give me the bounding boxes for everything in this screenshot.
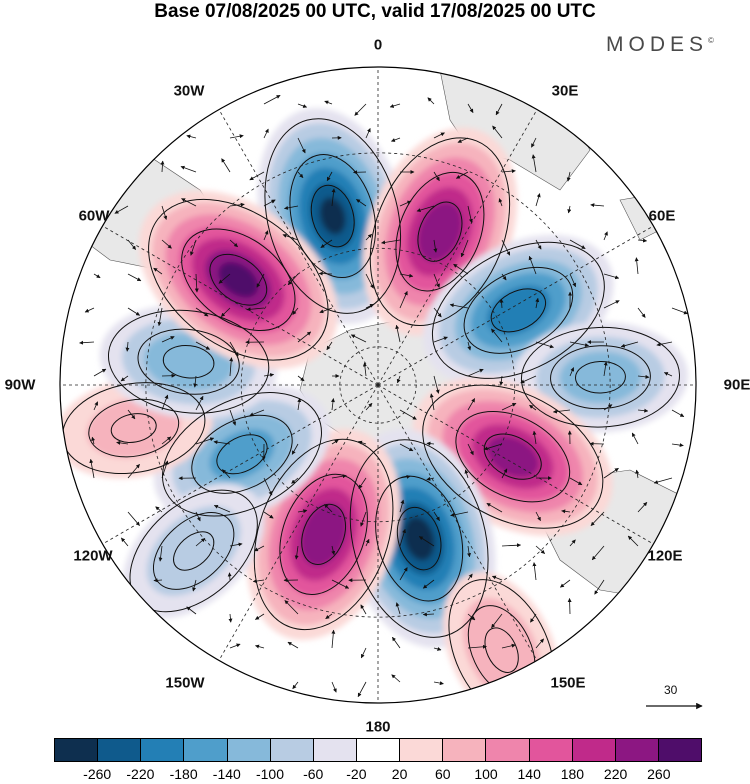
longitude-label-90w: 90W xyxy=(5,377,36,394)
colorbar-tick-180: 180 xyxy=(561,766,584,782)
colorbar xyxy=(54,738,702,762)
colorbar-tick--220: -220 xyxy=(126,766,154,782)
colorbar-cell-11 xyxy=(486,739,529,761)
reference-vector-label: 30 xyxy=(664,683,677,697)
colorbar-cell-3 xyxy=(141,739,184,761)
colorbar-tick-260: 260 xyxy=(647,766,670,782)
colorbar-tick--180: -180 xyxy=(170,766,198,782)
colorbar-cell-7 xyxy=(314,739,357,761)
longitude-label-60e: 60E xyxy=(649,208,676,225)
colorbar-tick-140: 140 xyxy=(518,766,541,782)
colorbar-cell-4 xyxy=(184,739,227,761)
colorbar-tick-labels: -260 -220 -180 -140 -100 -60 -20 20 60 100 140 180 2… xyxy=(54,766,702,784)
longitude-label-120w: 120W xyxy=(73,548,112,565)
colorbar-tick--60: -60 xyxy=(303,766,323,782)
colorbar-tick-20: 20 xyxy=(392,766,408,782)
polar-map xyxy=(0,0,750,735)
longitude-label-120e: 120E xyxy=(647,548,682,565)
colorbar-tick--140: -140 xyxy=(213,766,241,782)
colorbar-tick--260: -260 xyxy=(83,766,111,782)
wind-vector xyxy=(229,573,230,580)
longitude-label-150w: 150W xyxy=(165,675,204,692)
longitude-label-30w: 30W xyxy=(174,83,205,100)
colorbar-cell-1 xyxy=(55,739,98,761)
longitude-label-90e: 90E xyxy=(724,377,750,394)
colorbar-cell-6 xyxy=(271,739,314,761)
colorbar-tick--20: -20 xyxy=(346,766,366,782)
longitude-label-30e: 30E xyxy=(552,83,579,100)
colorbar-cell-12 xyxy=(530,739,573,761)
colorbar-cell-2 xyxy=(98,739,141,761)
longitude-label-60w: 60W xyxy=(79,208,110,225)
colorbar-tick-60: 60 xyxy=(435,766,451,782)
colorbar-cell-13 xyxy=(573,739,616,761)
colorbar-cell-9 xyxy=(400,739,443,761)
colorbar-cell-14 xyxy=(616,739,659,761)
longitude-label-180: 180 xyxy=(365,719,390,736)
colorbar-tick-220: 220 xyxy=(604,766,627,782)
longitude-label-150e: 150E xyxy=(550,675,585,692)
colorbar-tick--100: -100 xyxy=(256,766,284,782)
colorbar-cell-10 xyxy=(443,739,486,761)
colorbar-cell-15 xyxy=(659,739,701,761)
colorbar-tick-100: 100 xyxy=(474,766,497,782)
colorbar-cell-8 xyxy=(357,739,400,761)
colorbar-cell-5 xyxy=(228,739,271,761)
longitude-label-0: 0 xyxy=(374,37,382,54)
